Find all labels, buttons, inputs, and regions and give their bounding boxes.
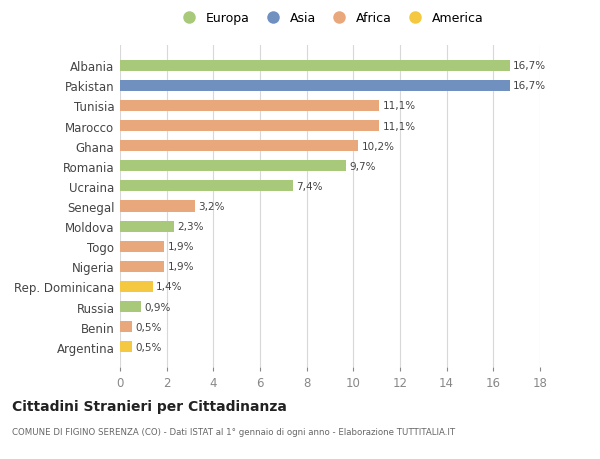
Text: 16,7%: 16,7% <box>513 61 546 71</box>
Bar <box>120 201 194 212</box>
Bar <box>120 181 293 192</box>
Text: 11,1%: 11,1% <box>383 101 416 111</box>
Bar <box>120 221 173 232</box>
Bar <box>120 302 141 313</box>
Text: Cittadini Stranieri per Cittadinanza: Cittadini Stranieri per Cittadinanza <box>12 399 287 413</box>
Bar <box>120 321 131 332</box>
Bar <box>120 281 152 292</box>
Bar <box>120 121 379 132</box>
Text: 16,7%: 16,7% <box>513 81 546 91</box>
Text: 9,7%: 9,7% <box>350 162 376 171</box>
Bar <box>120 81 509 92</box>
Text: 11,1%: 11,1% <box>383 121 416 131</box>
Legend: Europa, Asia, Africa, America: Europa, Asia, Africa, America <box>171 7 489 30</box>
Text: 0,5%: 0,5% <box>135 342 161 352</box>
Text: 1,9%: 1,9% <box>168 242 194 252</box>
Text: 3,2%: 3,2% <box>198 202 224 212</box>
Text: 1,4%: 1,4% <box>156 282 182 292</box>
Bar <box>120 341 131 353</box>
Bar <box>120 261 164 272</box>
Text: 0,9%: 0,9% <box>145 302 171 312</box>
Text: 10,2%: 10,2% <box>361 141 395 151</box>
Text: 7,4%: 7,4% <box>296 181 323 191</box>
Text: 0,5%: 0,5% <box>135 322 161 332</box>
Bar <box>120 101 379 112</box>
Bar <box>120 61 509 72</box>
Text: 2,3%: 2,3% <box>177 222 203 232</box>
Text: COMUNE DI FIGINO SERENZA (CO) - Dati ISTAT al 1° gennaio di ogni anno - Elaboraz: COMUNE DI FIGINO SERENZA (CO) - Dati IST… <box>12 427 455 436</box>
Bar <box>120 141 358 152</box>
Bar <box>120 161 346 172</box>
Text: 1,9%: 1,9% <box>168 262 194 272</box>
Bar <box>120 241 164 252</box>
